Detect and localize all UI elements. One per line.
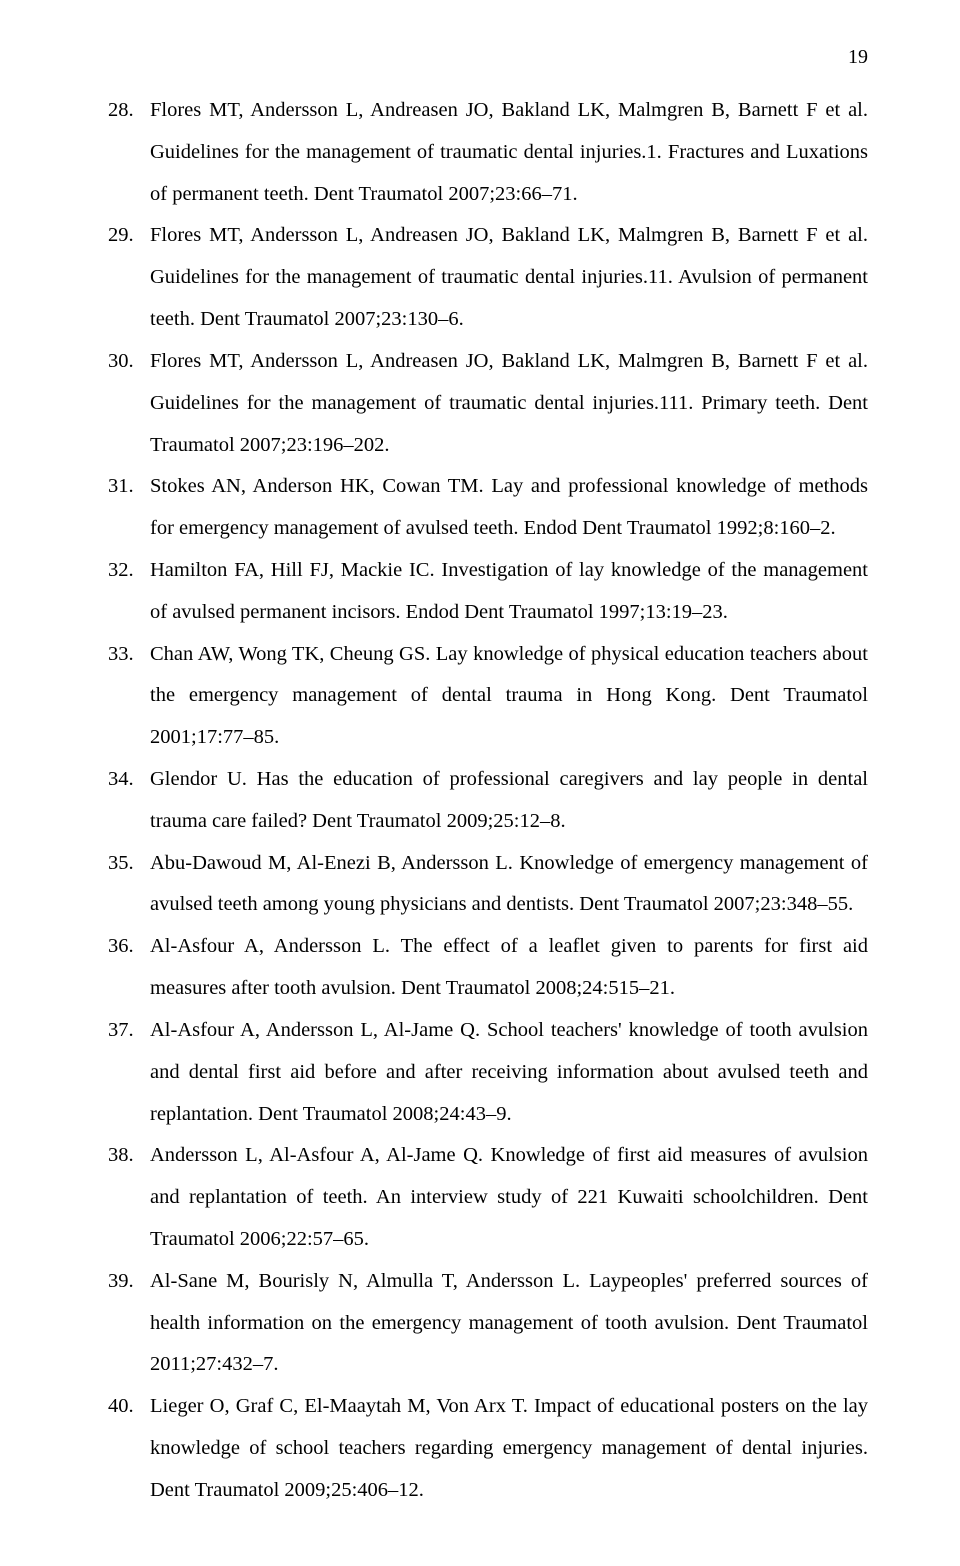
reference-text: Lieger O, Graf C, El-Maaytah M, Von Arx … [150,1386,868,1511]
reference-text: Al-Sane M, Bourisly N, Almulla T, Anders… [150,1261,868,1386]
reference-number: 29. [108,215,150,257]
reference-list: 28. Flores MT, Andersson L, Andreasen JO… [108,90,868,1512]
document-page: 19 28. Flores MT, Andersson L, Andreasen… [0,0,960,1566]
reference-text: Stokes AN, Anderson HK, Cowan TM. Lay an… [150,466,868,550]
page-number: 19 [848,46,868,69]
reference-item: 30. Flores MT, Andersson L, Andreasen JO… [108,341,868,466]
reference-number: 39. [108,1261,150,1303]
reference-item: 40. Lieger O, Graf C, El-Maaytah M, Von … [108,1386,868,1511]
reference-number: 33. [108,634,150,676]
reference-text: Glendor U. Has the education of professi… [150,759,868,843]
reference-item: 34. Glendor U. Has the education of prof… [108,759,868,843]
reference-item: 29. Flores MT, Andersson L, Andreasen JO… [108,215,868,340]
reference-text: Flores MT, Andersson L, Andreasen JO, Ba… [150,341,868,466]
reference-item: 39. Al-Sane M, Bourisly N, Almulla T, An… [108,1261,868,1386]
reference-text: Hamilton FA, Hill FJ, Mackie IC. Investi… [150,550,868,634]
reference-item: 36. Al-Asfour A, Andersson L. The effect… [108,926,868,1010]
reference-number: 38. [108,1135,150,1177]
reference-number: 40. [108,1386,150,1428]
reference-text: Flores MT, Andersson L, Andreasen JO, Ba… [150,215,868,340]
reference-number: 35. [108,843,150,885]
reference-number: 31. [108,466,150,508]
reference-number: 36. [108,926,150,968]
reference-number: 32. [108,550,150,592]
reference-text: Andersson L, Al-Asfour A, Al-Jame Q. Kno… [150,1135,868,1260]
reference-number: 34. [108,759,150,801]
reference-number: 37. [108,1010,150,1052]
reference-number: 28. [108,90,150,132]
reference-item: 37. Al-Asfour A, Andersson L, Al-Jame Q.… [108,1010,868,1135]
reference-text: Abu-Dawoud M, Al-Enezi B, Andersson L. K… [150,843,868,927]
reference-text: Al-Asfour A, Andersson L. The effect of … [150,926,868,1010]
reference-number: 30. [108,341,150,383]
reference-item: 31. Stokes AN, Anderson HK, Cowan TM. La… [108,466,868,550]
reference-text: Flores MT, Andersson L, Andreasen JO, Ba… [150,90,868,215]
reference-text: Chan AW, Wong TK, Cheung GS. Lay knowled… [150,634,868,759]
reference-text: Al-Asfour A, Andersson L, Al-Jame Q. Sch… [150,1010,868,1135]
reference-item: 32. Hamilton FA, Hill FJ, Mackie IC. Inv… [108,550,868,634]
reference-item: 38. Andersson L, Al-Asfour A, Al-Jame Q.… [108,1135,868,1260]
reference-item: 33. Chan AW, Wong TK, Cheung GS. Lay kno… [108,634,868,759]
reference-item: 35. Abu-Dawoud M, Al-Enezi B, Andersson … [108,843,868,927]
reference-item: 28. Flores MT, Andersson L, Andreasen JO… [108,90,868,215]
